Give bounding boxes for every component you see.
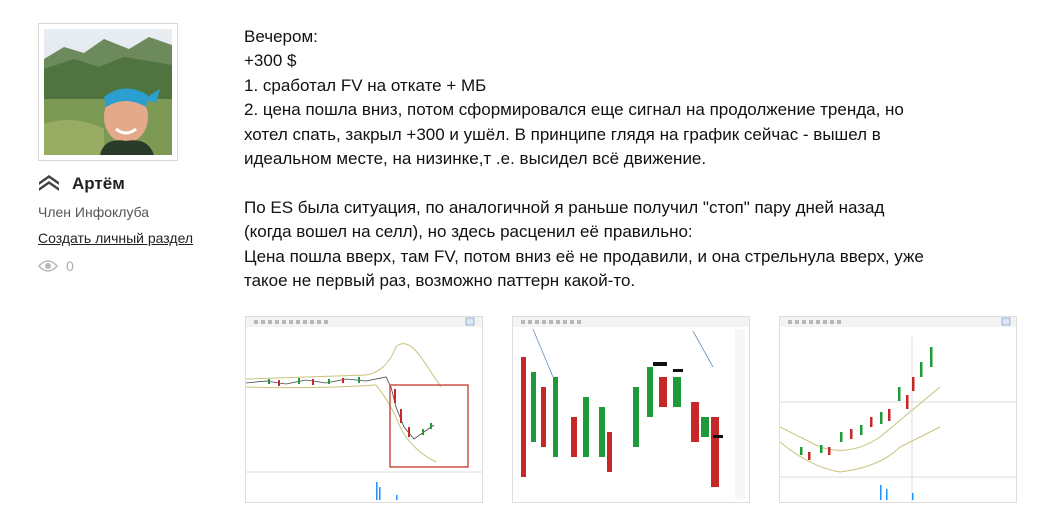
post-line: Цена пошла вверх, там FV, потом вниз её … (244, 246, 924, 266)
author-role: Член Инфоклуба (38, 204, 150, 220)
post-line: 1. сработал FV на откате + МБ (244, 75, 487, 95)
views-count: 0 (66, 258, 74, 274)
eye-icon (38, 260, 58, 272)
chart-screenshot-3[interactable] (779, 316, 1017, 503)
author-name[interactable]: Артём (72, 174, 125, 193)
avatar-photo (44, 29, 172, 155)
views-counter: 0 (38, 258, 74, 274)
create-section-link[interactable]: Создать личный раздел (38, 230, 194, 246)
chart-screenshot-2[interactable] (512, 316, 750, 503)
post-line: +300 $ (244, 51, 297, 71)
post-line: (когда вошел на селл), но здесь расценил… (244, 222, 693, 242)
chart-screenshot-1[interactable] (245, 316, 483, 503)
cluster-chart-thumbnail (513, 317, 749, 502)
post-line: По ES была ситуация, по аналогичной я ра… (244, 197, 885, 217)
post-body: Вечером: +300 $ 1. сработал FV на откате… (244, 25, 1034, 293)
post-line: Вечером: (244, 27, 318, 46)
post-line: хотел спать, закрыл +300 и ушёл. В принц… (244, 124, 881, 144)
author-avatar[interactable] (38, 23, 178, 161)
candlestick-chart-thumbnail (246, 317, 482, 502)
post-line: такое не первый раз, возможно паттерн ка… (244, 271, 636, 291)
post-line: идеальном месте, на низинке,т .е. высиде… (244, 149, 707, 169)
paragraph-gap (244, 171, 1034, 195)
author-name-row: Артём (38, 174, 125, 194)
chevron-rank-icon (39, 175, 59, 191)
post-line: 2. цена пошла вниз, потом сформировался … (244, 100, 904, 120)
candlestick-chart-thumbnail (780, 317, 1016, 502)
